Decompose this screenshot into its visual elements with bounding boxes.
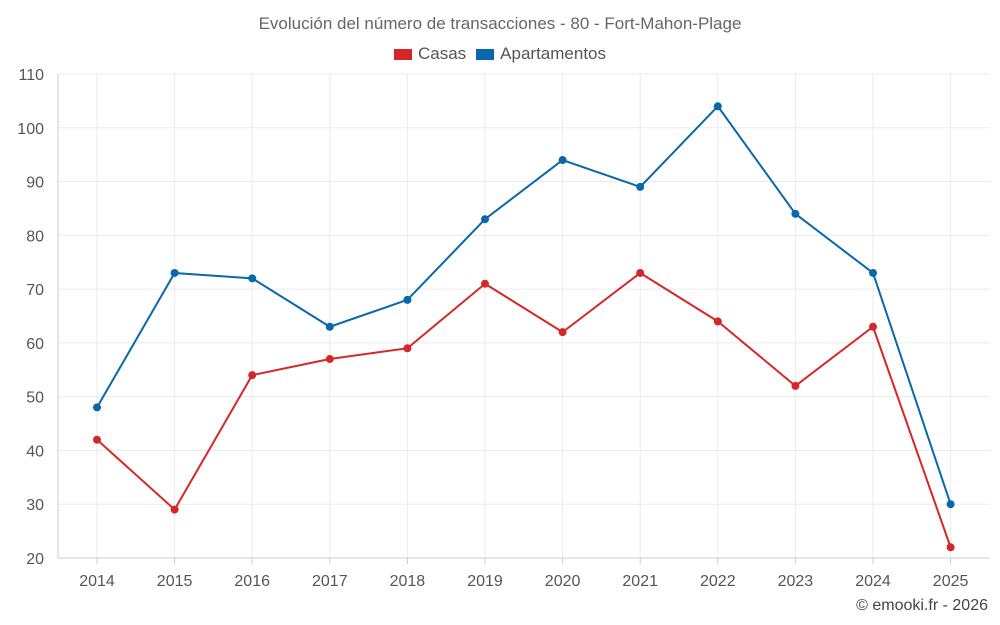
data-point-apartamentos-2017[interactable] xyxy=(325,322,334,331)
y-tick-label-110: 110 xyxy=(18,67,44,84)
copyright-credit: © emooki.fr - 2026 xyxy=(856,597,988,614)
data-point-casas-2025[interactable] xyxy=(946,543,955,552)
x-tick-label-2020: 2020 xyxy=(545,573,581,590)
x-tick-label-2016: 2016 xyxy=(234,573,270,590)
data-point-casas-2018[interactable] xyxy=(403,344,412,353)
y-tick-label-70: 70 xyxy=(26,282,44,299)
legend-swatch-apartamentos xyxy=(476,48,495,60)
data-point-apartamentos-2022[interactable] xyxy=(713,102,722,111)
legend-item-casas[interactable]: Casas xyxy=(393,44,467,64)
data-point-apartamentos-2014[interactable] xyxy=(93,403,101,412)
x-tick-label-2024: 2024 xyxy=(855,573,891,590)
data-point-apartamentos-2015[interactable] xyxy=(170,268,179,277)
data-point-casas-2022[interactable] xyxy=(713,317,722,326)
chart-legend: Casas Apartamentos xyxy=(0,44,1000,64)
series-line-apartamentos xyxy=(96,105,952,505)
y-tick-label-50: 50 xyxy=(26,390,44,407)
x-tick-label-2025: 2025 xyxy=(933,573,969,590)
y-tick-label-80: 80 xyxy=(26,228,44,245)
x-tick-label-2019: 2019 xyxy=(467,573,503,590)
x-tick-label-2021: 2021 xyxy=(622,573,658,590)
y-tick-label-30: 30 xyxy=(26,497,44,514)
data-point-casas-2016[interactable] xyxy=(248,371,257,380)
data-point-apartamentos-2023[interactable] xyxy=(791,209,800,218)
y-tick-label-90: 90 xyxy=(26,175,44,192)
data-point-casas-2019[interactable] xyxy=(481,279,489,288)
data-point-casas-2017[interactable] xyxy=(325,355,334,364)
data-point-apartamentos-2016[interactable] xyxy=(248,274,257,283)
data-point-apartamentos-2024[interactable] xyxy=(869,268,877,277)
y-tick-label-60: 60 xyxy=(26,336,44,353)
x-tick-label-2022: 2022 xyxy=(700,573,736,590)
x-tick-label-2023: 2023 xyxy=(778,573,814,590)
data-point-casas-2024[interactable] xyxy=(869,322,877,331)
data-point-casas-2021[interactable] xyxy=(636,268,645,277)
x-tick-label-2017: 2017 xyxy=(312,573,348,590)
data-point-apartamentos-2019[interactable] xyxy=(481,215,489,224)
legend-item-apartamentos[interactable]: Apartamentos xyxy=(476,44,606,64)
data-point-apartamentos-2021[interactable] xyxy=(636,182,645,191)
x-tick-label-2015: 2015 xyxy=(157,573,193,590)
x-tick-label-2014: 2014 xyxy=(79,573,115,590)
data-point-casas-2020[interactable] xyxy=(558,328,567,337)
x-tick-label-2018: 2018 xyxy=(390,573,426,590)
legend-label-apartamentos: Apartamentos xyxy=(500,44,607,63)
legend-label-casas: Casas xyxy=(417,44,467,63)
data-point-casas-2014[interactable] xyxy=(93,435,101,444)
data-point-apartamentos-2018[interactable] xyxy=(403,295,412,304)
series-line-casas xyxy=(96,271,952,548)
legend-swatch-casas xyxy=(393,48,412,60)
y-tick-label-40: 40 xyxy=(26,443,44,460)
data-point-casas-2015[interactable] xyxy=(170,505,179,514)
data-point-apartamentos-2025[interactable] xyxy=(946,500,955,509)
data-point-casas-2023[interactable] xyxy=(791,381,800,390)
chart-title: Evolución del número de transacciones - … xyxy=(258,14,742,33)
data-point-apartamentos-2020[interactable] xyxy=(558,156,567,165)
y-tick-label-100: 100 xyxy=(17,121,44,138)
y-tick-label-20: 20 xyxy=(26,551,44,568)
